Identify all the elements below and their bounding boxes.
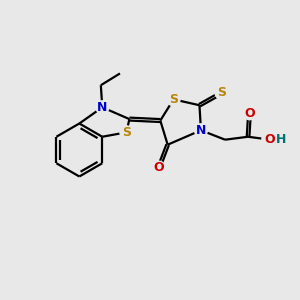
Circle shape: [96, 101, 109, 114]
Circle shape: [194, 124, 207, 137]
Text: H: H: [276, 133, 286, 146]
Text: S: S: [217, 86, 226, 99]
Circle shape: [243, 107, 256, 120]
Text: O: O: [265, 133, 275, 146]
Circle shape: [215, 86, 228, 99]
Text: S: S: [122, 126, 131, 139]
Circle shape: [120, 126, 133, 139]
Circle shape: [262, 131, 278, 148]
Text: S: S: [169, 93, 178, 106]
Text: N: N: [196, 124, 206, 137]
Text: N: N: [97, 101, 107, 114]
Circle shape: [167, 93, 180, 106]
Circle shape: [152, 161, 165, 174]
Text: O: O: [154, 161, 164, 174]
Text: O: O: [244, 107, 255, 120]
